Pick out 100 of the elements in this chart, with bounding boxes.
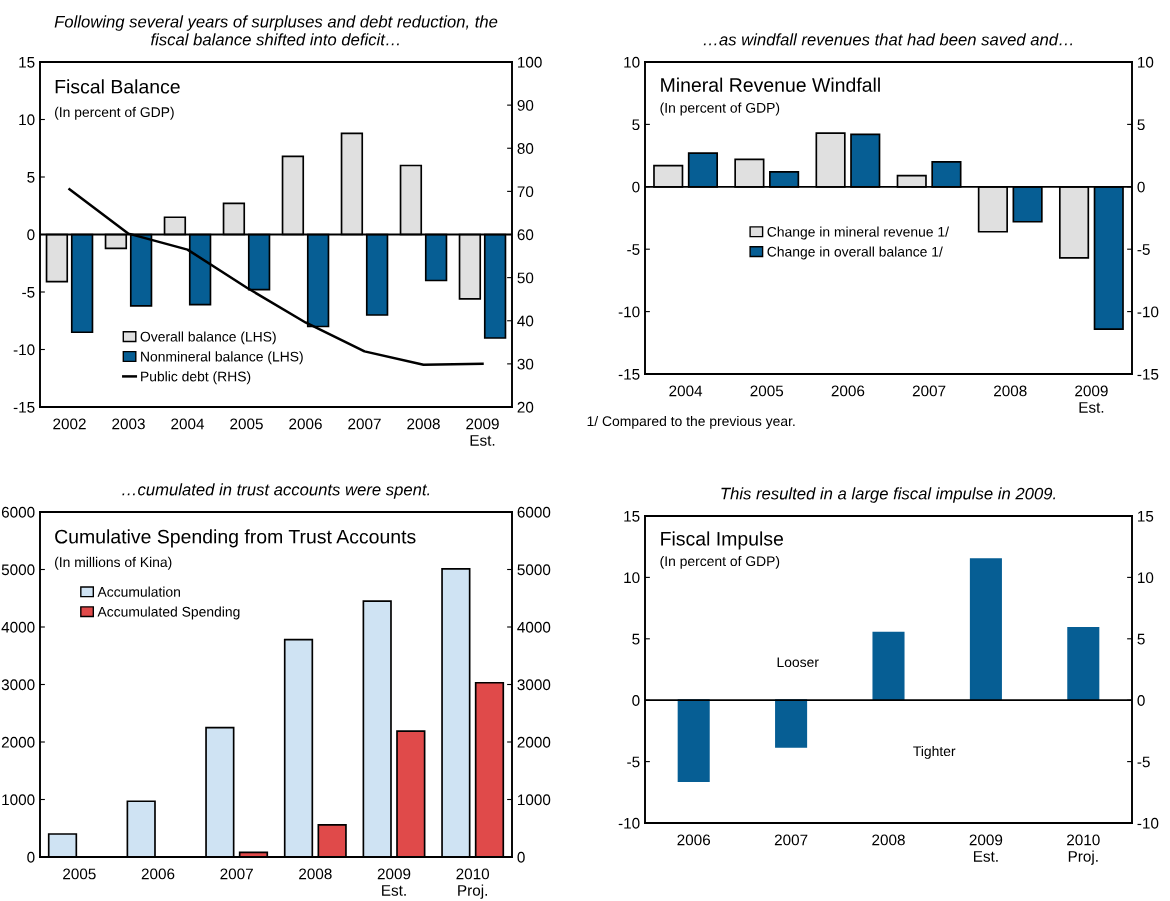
y2-tick-label: -5 bbox=[1137, 244, 1150, 255]
x-tick-label: 2009 Est. bbox=[1075, 385, 1108, 413]
y-tick-label: 0 bbox=[27, 229, 35, 241]
bar bbox=[317, 823, 347, 857]
y-tick-label: 10 bbox=[624, 572, 640, 584]
legend-label: Nonmineral balance (LHS) bbox=[141, 351, 303, 365]
y-tick-label: -10 bbox=[618, 817, 640, 829]
x-tick-label: 2005 bbox=[63, 868, 96, 880]
y-tick-label: 6000 bbox=[1, 506, 35, 518]
text: Cumulative Spending from Trust Accounts bbox=[55, 529, 416, 548]
y2-tick-label: 0 bbox=[517, 851, 525, 863]
y-tick-label: 2000 bbox=[1, 736, 35, 748]
y2-tick-label: -15 bbox=[1137, 369, 1159, 380]
x-tick-label: 2007 bbox=[774, 834, 808, 846]
y-tick-label: 0 bbox=[632, 181, 640, 193]
x-tick-label: 2009 Est. bbox=[466, 418, 499, 446]
chart-title: …cumulated in trust accounts were spent. bbox=[122, 483, 430, 499]
x-tick-label: 2006 bbox=[141, 868, 175, 880]
chart-title: Following several years of surpluses and debt reduction, the fiscal balance shifted into deficit… bbox=[54, 15, 498, 46]
bar bbox=[441, 568, 471, 857]
x-tick-label: 2008 bbox=[299, 868, 332, 880]
y-tick-label: -5 bbox=[22, 287, 35, 298]
annotation: (In percent of GDP) bbox=[660, 102, 780, 116]
bar bbox=[205, 726, 235, 857]
y2-tick-label: 0 bbox=[1137, 181, 1145, 193]
x-tick-label: 2010 Proj. bbox=[1067, 834, 1100, 865]
bar bbox=[362, 600, 392, 857]
x-tick-label: 2008 bbox=[994, 385, 1027, 397]
annotation: Looser bbox=[777, 657, 819, 668]
legend-label: Accumulated Spending bbox=[97, 606, 240, 620]
y2-tick-label: 80 bbox=[517, 143, 534, 154]
y2-tick-label: -5 bbox=[1137, 756, 1150, 768]
y2-tick-label: 1000 bbox=[518, 794, 551, 806]
y2-tick-label: 5 bbox=[1137, 633, 1145, 645]
y-tick-label: -10 bbox=[13, 344, 35, 356]
annotation: (In percent of GDP) bbox=[660, 555, 780, 569]
y-tick-label: -5 bbox=[627, 756, 640, 768]
x-tick-label: 2008 bbox=[407, 418, 440, 430]
y2-tick-label: 40 bbox=[517, 315, 534, 327]
legend-label: Overall balance (LHS) bbox=[140, 331, 276, 345]
y2-tick-label: 60 bbox=[517, 229, 534, 241]
x-tick-label: 2008 bbox=[872, 834, 905, 846]
x-tick-label: 2006 bbox=[677, 834, 711, 846]
bar bbox=[47, 833, 78, 857]
text: 1/ Compared to the previous year. bbox=[587, 415, 795, 429]
y2-tick-label: 0 bbox=[1137, 695, 1145, 706]
x-tick-label: 2002 bbox=[53, 418, 86, 430]
y-tick-label: 1000 bbox=[2, 794, 35, 806]
chart-title: …as windfall revenues that had been saved and… bbox=[703, 33, 1073, 46]
x-tick-label: 2009 Est. bbox=[377, 868, 411, 896]
text: Fiscal Balance bbox=[55, 79, 180, 94]
legend-label: Change in overall balance 1/ bbox=[767, 246, 943, 260]
y2-tick-label: 5 bbox=[1137, 119, 1145, 131]
y2-tick-label: 70 bbox=[517, 186, 534, 198]
y-tick-label: 3000 bbox=[1, 679, 35, 691]
bar bbox=[126, 800, 156, 857]
x-tick-label: 2006 bbox=[831, 385, 865, 397]
y2-tick-label: 5000 bbox=[517, 564, 551, 576]
annotation: Tighter bbox=[913, 745, 956, 759]
y2-tick-label: 30 bbox=[517, 358, 534, 370]
bar bbox=[677, 699, 710, 783]
x-tick-label: 2006 bbox=[289, 418, 322, 430]
y-tick-label: 5 bbox=[27, 172, 35, 183]
y-tick-label: 10 bbox=[19, 114, 35, 126]
bar bbox=[775, 699, 808, 748]
y2-tick-label: 10 bbox=[1138, 572, 1154, 584]
x-tick-label: 2010 Proj. bbox=[456, 868, 490, 899]
y-tick-label: 0 bbox=[27, 851, 35, 863]
y-tick-label: 15 bbox=[19, 57, 35, 68]
text: Fiscal Impulse bbox=[661, 531, 784, 550]
y2-tick-label: 4000 bbox=[517, 621, 551, 633]
y2-tick-label: 20 bbox=[517, 401, 534, 413]
y-tick-label: 15 bbox=[624, 511, 640, 522]
y2-tick-label: 3000 bbox=[517, 679, 551, 691]
x-tick-label: 2007 bbox=[912, 385, 946, 397]
y-tick-label: 10 bbox=[624, 56, 640, 68]
bar bbox=[872, 631, 905, 702]
x-tick-label: 2003 bbox=[112, 418, 145, 430]
y2-tick-label: 90 bbox=[517, 99, 534, 111]
bar bbox=[283, 638, 314, 857]
y2-tick-label: 50 bbox=[517, 272, 534, 284]
annotation: (In millions of Kina) bbox=[55, 556, 172, 570]
y2-tick-label: 15 bbox=[1138, 511, 1154, 522]
y2-tick-label: -10 bbox=[1137, 817, 1159, 829]
x-tick-label: 2009 Est. bbox=[969, 834, 1003, 862]
bar bbox=[1067, 626, 1100, 702]
bar bbox=[474, 681, 505, 857]
y2-tick-label: 10 bbox=[1138, 56, 1154, 68]
legend-label: Public debt (RHS) bbox=[141, 371, 251, 385]
y-tick-label: 4000 bbox=[1, 621, 35, 633]
y-tick-label: -15 bbox=[13, 402, 35, 413]
bar bbox=[969, 558, 1002, 702]
annotation: (In percent of GDP) bbox=[55, 106, 174, 120]
legend-label: Accumulation bbox=[97, 586, 180, 597]
y-tick-label: 0 bbox=[632, 695, 640, 706]
y2-tick-label: 6000 bbox=[517, 506, 551, 518]
text: Mineral Revenue Windfall bbox=[661, 77, 880, 92]
y-tick-label: 5 bbox=[632, 119, 640, 131]
x-tick-label: 2007 bbox=[348, 418, 381, 430]
y-tick-label: -15 bbox=[618, 369, 640, 380]
